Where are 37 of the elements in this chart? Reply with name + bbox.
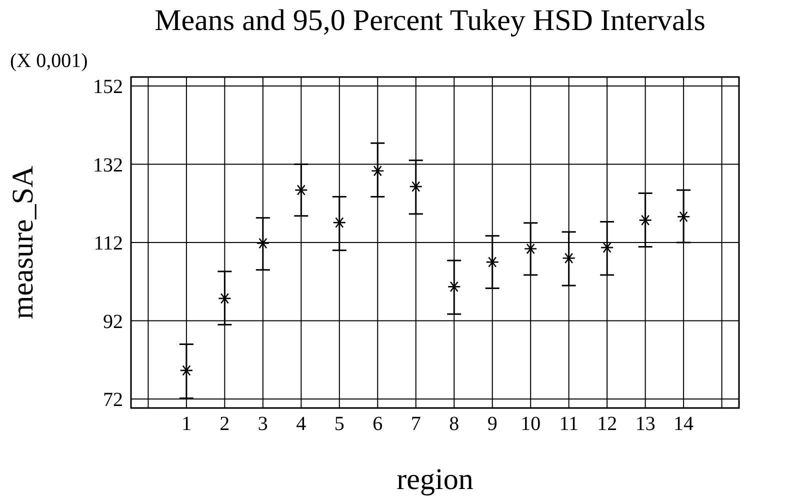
y-tick-label: 112 xyxy=(94,232,123,255)
y-tick-label: 72 xyxy=(103,389,123,412)
point xyxy=(600,242,614,254)
x-axis-title: region xyxy=(396,463,474,496)
x-tick-label: 1 xyxy=(181,413,192,436)
point xyxy=(332,217,346,228)
point xyxy=(180,364,194,376)
x-tick-label: 12 xyxy=(597,413,618,436)
point xyxy=(524,243,538,254)
y-tick-label: 132 xyxy=(93,154,123,176)
y-tick-label: 92 xyxy=(103,310,123,333)
x-tick-label: 7 xyxy=(410,413,421,436)
x-tick-label: 2 xyxy=(220,413,230,436)
point xyxy=(447,281,461,292)
point xyxy=(638,214,652,226)
point xyxy=(370,165,384,176)
point xyxy=(486,256,500,268)
x-tick-label: 5 xyxy=(334,413,344,436)
x-tick-label: 3 xyxy=(258,413,268,436)
point xyxy=(294,184,308,196)
y-tick-label: 152 xyxy=(93,76,123,98)
text: (X 0,001) xyxy=(10,50,88,73)
point xyxy=(218,293,232,304)
x-tick-label: 9 xyxy=(487,413,498,436)
point xyxy=(676,211,690,222)
chart-title: Means and 95,0 Percent Tukey HSD Intervals xyxy=(154,4,706,38)
x-tick-label: 13 xyxy=(635,413,656,436)
point xyxy=(256,238,270,249)
x-tick-label: 11 xyxy=(559,413,578,436)
x-tick-label: 14 xyxy=(674,413,694,436)
y-axis-title: measure_SA xyxy=(6,166,40,320)
x-tick-label: 6 xyxy=(372,413,383,436)
x-tick-label: 4 xyxy=(296,413,306,436)
x-tick-label: 8 xyxy=(449,413,460,436)
x-tick-label: 10 xyxy=(520,413,541,436)
point xyxy=(562,252,576,264)
point xyxy=(409,181,423,192)
